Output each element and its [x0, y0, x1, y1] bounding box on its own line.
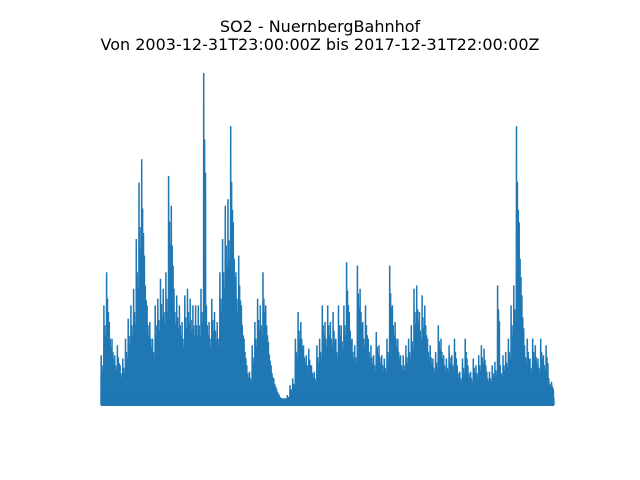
series-line	[100, 72, 555, 406]
chart-title: SO2 - NuernbergBahnhof	[219, 17, 421, 36]
series-baseline	[101, 398, 554, 406]
chart-subtitle: Von 2003-12-31T23:00:00Z bis 2017-12-31T…	[100, 35, 540, 54]
